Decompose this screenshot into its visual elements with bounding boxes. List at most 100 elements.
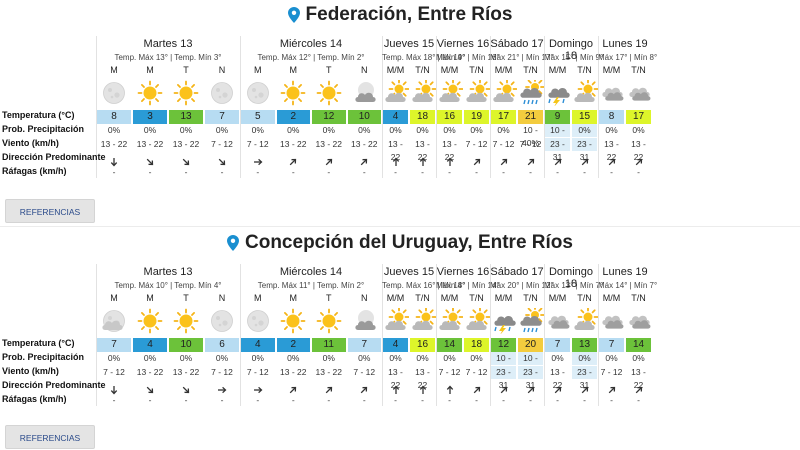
day-name: Miércoles 14 (279, 266, 343, 278)
cloud-sun-icon (411, 308, 436, 330)
time-slot: T/N 18 0% 13 - 22 - (409, 36, 436, 178)
time-slot: N 6 0% 7 - 12 - (204, 264, 240, 406)
moon-cloud-icon (102, 310, 125, 332)
time-slot: M 5 0% 7 - 12 - (240, 36, 276, 178)
wind-cell: 23 - 31 (491, 366, 516, 390)
wind-cell: 13 - 22 (315, 367, 342, 377)
gust-cell: - (421, 395, 424, 405)
temperature-cell: 19 (464, 110, 489, 124)
day-minmax: Temp. Máx 12° | Temp. Mín 2° (257, 53, 365, 62)
gust-cell: - (327, 395, 331, 405)
time-slot: T 10 0% 13 - 22 - (168, 264, 204, 406)
time-slot: M 7 0% 7 - 12 - (96, 264, 132, 406)
time-slot: M/M 4 0% 13 - 22 - (382, 264, 409, 406)
day-separator (240, 36, 241, 178)
cloud-icon (547, 315, 569, 329)
location-title: Federación, Entre Ríos (0, 4, 800, 30)
time-slot: T/N 18 0% 7 - 12 - (463, 264, 490, 406)
location-title: Concepción del Uruguay, Entre Ríos (0, 232, 800, 258)
time-slot: M/M 14 0% 7 - 12 - (436, 264, 463, 406)
wind-cell: 13 - 22 (280, 139, 307, 149)
row-label-temperature: Temperatura (°C) (2, 110, 75, 120)
wind-direction-arrow-icon (109, 382, 119, 395)
day-name: Jueves 15 (383, 266, 435, 278)
slot-label: M/M (602, 65, 621, 75)
wind-direction-arrow-icon (526, 382, 536, 394)
precipitation-cell: 0% (416, 125, 429, 135)
slot-label: M (289, 65, 298, 75)
temperature-cell: 4 (241, 338, 275, 352)
wind-cell: 23 - 31 (518, 366, 543, 390)
wind-direction-arrow-icon (553, 382, 563, 394)
wind-direction-arrow-icon (359, 382, 369, 394)
wind-cell: 13 - 22 (351, 139, 378, 149)
day-column: Viernes 16 Máx 19° | Mín 16° (436, 36, 500, 178)
precipitation-cell: 0% (389, 125, 402, 135)
precipitation-cell: 0% (358, 353, 371, 363)
day-minmax: Máx 20° | Mín 12° (490, 281, 554, 290)
temperature-cell: 16 (437, 110, 462, 124)
slot-label: T/N (577, 293, 592, 303)
time-slot: M 2 0% 13 - 22 - (276, 36, 312, 178)
day-minmax: Temp. Máx 18° | Mín 4° (382, 53, 466, 62)
gust-cell: - (362, 167, 366, 177)
wind-cell: 13 - 22 (100, 139, 128, 149)
cloud-sun-icon (573, 308, 598, 330)
wind-cell: 13 - 22 (550, 367, 565, 390)
wind-direction-arrow-icon (217, 382, 227, 394)
sun-icon (280, 80, 306, 106)
wind-direction-arrow-icon (324, 154, 334, 166)
cloud-icon (628, 315, 650, 329)
precipitation-cell: 0% (322, 353, 335, 363)
sun-icon (137, 308, 163, 334)
slot-label: M/M (548, 65, 567, 75)
cloud-sun-icon (438, 80, 463, 102)
temperature-cell: 10 (347, 110, 381, 124)
time-slot: T/N 17 0% 13 - 22 - (625, 36, 652, 178)
wind-direction-arrow-icon (472, 154, 482, 166)
referencias-button[interactable]: REFERENCIAS (5, 425, 95, 449)
precipitation-cell: 0% (322, 125, 335, 135)
precipitation-cell: 0% (107, 353, 121, 363)
cloud-sun-icon (384, 80, 409, 102)
precipitation-cell: 0% (605, 125, 618, 135)
wind-direction-arrow-icon (418, 382, 428, 394)
precipitation-cell: 0% (287, 125, 300, 135)
storm-cloud-icon (493, 315, 516, 334)
wind-direction-arrow-icon (217, 154, 227, 166)
wind-cell: 13 - 22 (604, 139, 619, 162)
cloud-sun-icon (465, 308, 490, 330)
wind-cell: 7 - 12 (438, 367, 461, 377)
temperature-cell: 3 (133, 110, 167, 124)
gust-cell: - (148, 167, 152, 177)
precipitation-cell: 0% (497, 125, 510, 135)
precipitation-cell: 0% (443, 353, 456, 363)
time-slot: M/M 8 0% 13 - 22 - (598, 36, 625, 178)
time-slot: T 13 0% 13 - 22 - (168, 36, 204, 178)
precipitation-cell: 10 - 40% (491, 352, 516, 376)
wind-direction-arrow-icon (445, 382, 455, 394)
slot-label: N (361, 65, 368, 75)
temperature-cell: 7 (347, 338, 381, 352)
day-name: Domingo 18 (548, 266, 594, 290)
temperature-cell: 6 (205, 338, 239, 352)
referencias-button[interactable]: REFERENCIAS (5, 199, 95, 223)
temperature-cell: 14 (437, 338, 462, 352)
cloud-sun-icon (411, 80, 436, 102)
wind-direction-arrow-icon (324, 382, 334, 394)
precipitation-cell: 0% (389, 353, 402, 363)
gust-cell: - (529, 395, 532, 405)
sun-icon (137, 80, 163, 106)
wind-direction-arrow-icon (553, 154, 563, 166)
day-name: Miércoles 14 (279, 38, 343, 50)
moon-icon (246, 310, 269, 332)
slot-label: M/M (440, 65, 459, 75)
slot-label: M/M (440, 293, 459, 303)
precipitation-cell: 0% (287, 353, 300, 363)
wind-direction-arrow-icon (253, 382, 263, 394)
precipitation-cell: 0% (358, 125, 371, 135)
time-slot: M/M 17 0% 7 - 12 - (490, 36, 517, 178)
wind-cell: 13 - 22 (415, 139, 430, 162)
wind-direction-arrow-icon (526, 154, 536, 166)
cloud-sun-icon (465, 80, 490, 102)
